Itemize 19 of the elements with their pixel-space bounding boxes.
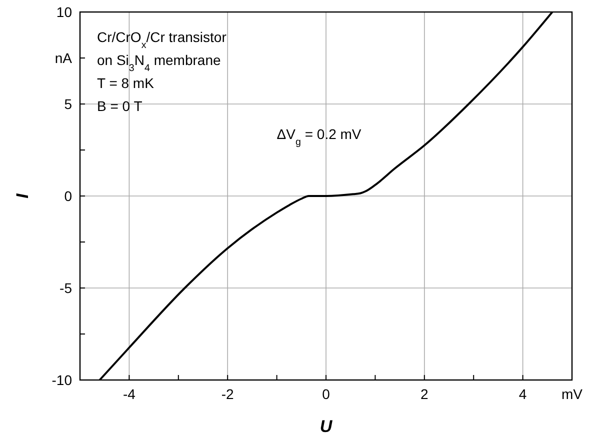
x-tick-label: 4 [518,386,527,402]
x-tick-label: mV [562,386,584,402]
x-tick-label: 0 [322,386,330,402]
y-tick-label: 0 [64,188,72,204]
y-tick-label: 5 [64,96,72,112]
y-axis-title: I [13,192,32,198]
annotation: B = 0 T [97,98,143,114]
annotation: ΔV$_{g}$ = 0.2 mV [276,126,362,148]
annotation: on Si$_{3}$N$_{4}$ membrane [97,52,221,74]
y-tick-label: 10 [56,4,72,20]
annotation: T = 8 mK [97,75,155,91]
x-tick-label: -2 [221,386,234,402]
y-tick-label: -10 [52,372,72,388]
x-tick-label: 2 [420,386,428,402]
y-tick-label: nA [54,50,73,66]
annotation: Cr/CrO$_{x}$/Cr transistor [97,29,227,50]
y-tick-label: -5 [60,280,72,296]
x-tick-label: -4 [122,386,136,402]
x-axis-title: U [320,417,333,436]
